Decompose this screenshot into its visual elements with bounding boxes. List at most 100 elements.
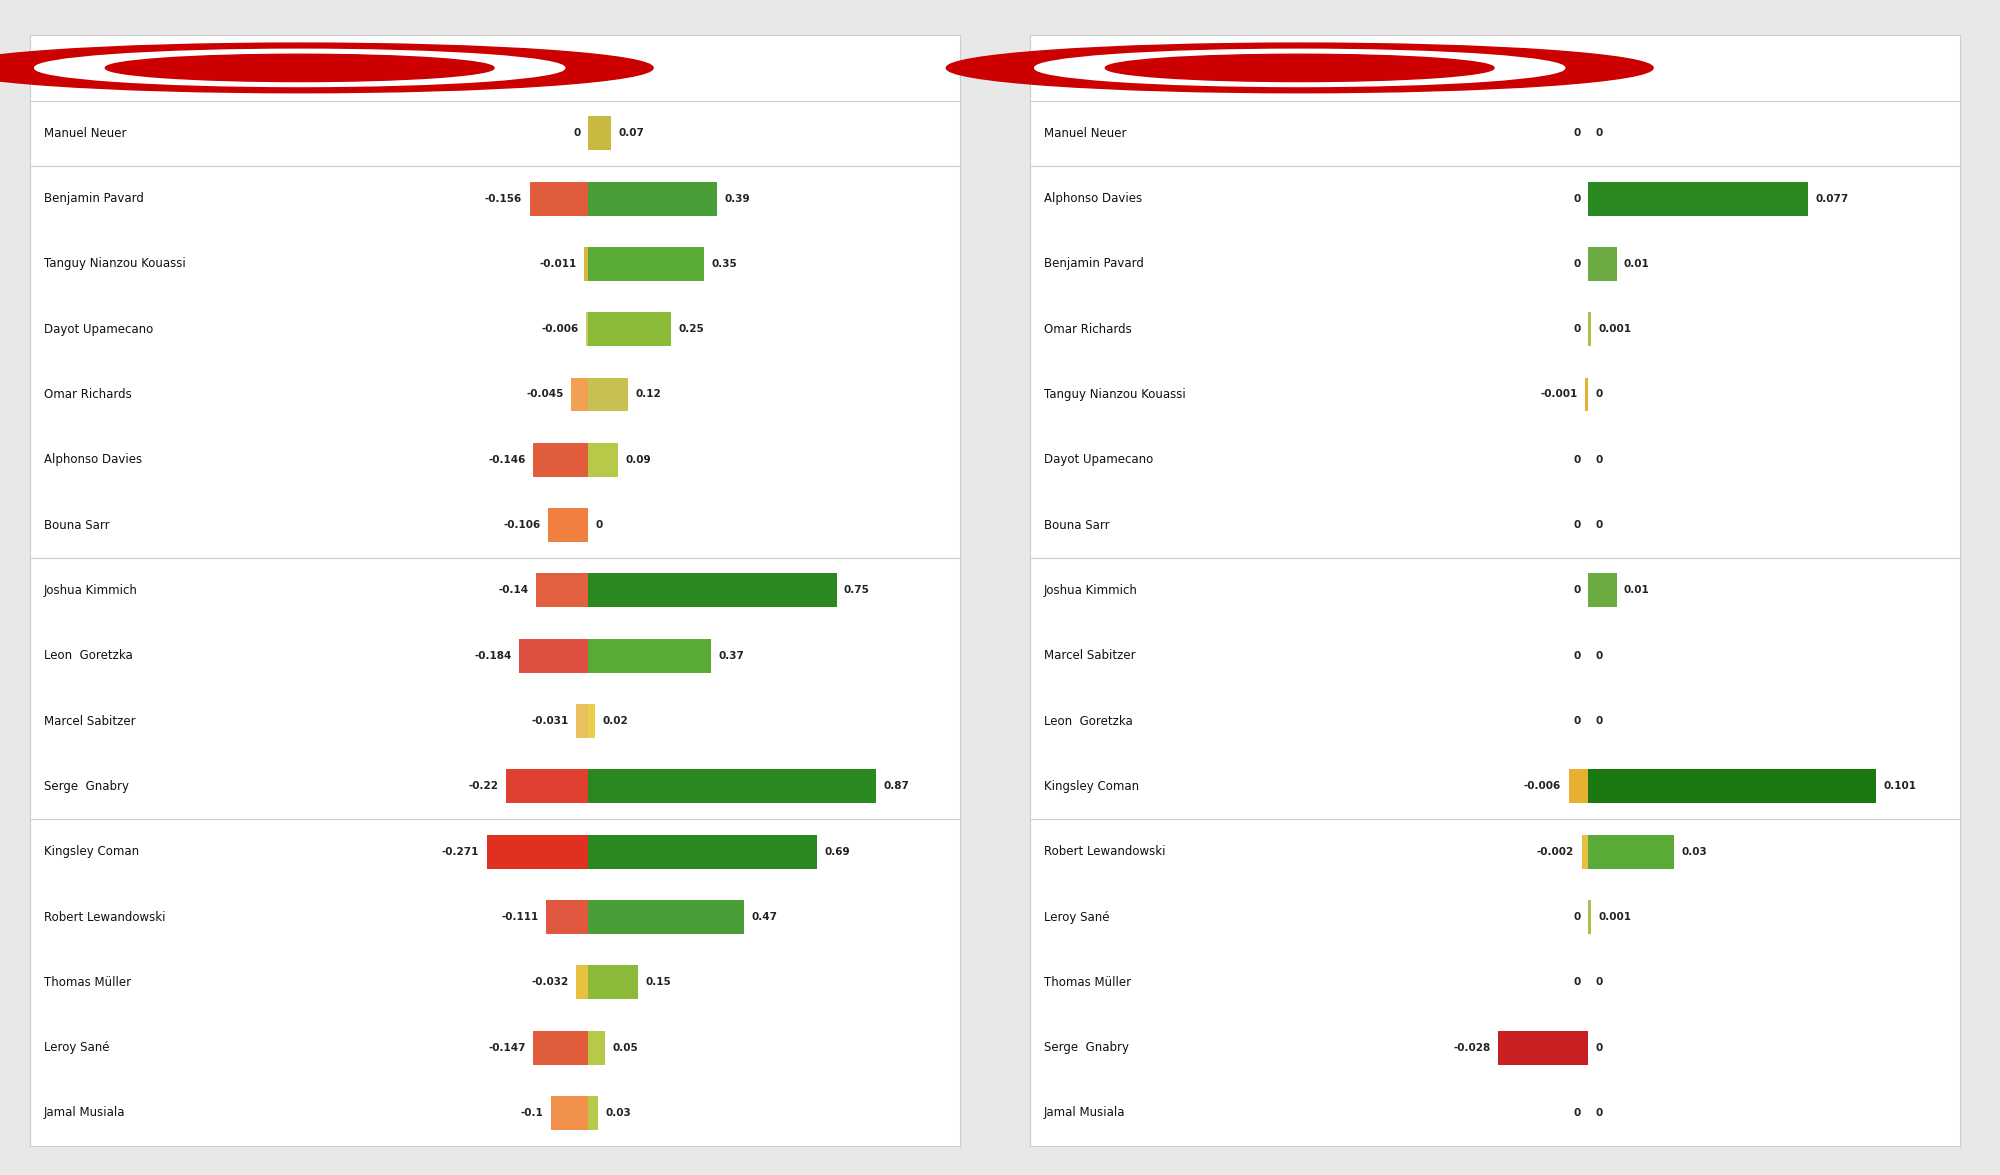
Text: 0: 0: [1574, 455, 1580, 465]
Bar: [1588, 182, 1808, 215]
Text: 0.03: 0.03: [606, 1108, 632, 1117]
Text: -0.032: -0.032: [532, 978, 568, 987]
Text: 0.01: 0.01: [1624, 585, 1650, 596]
Bar: [588, 1096, 598, 1130]
Text: Thomas Müller: Thomas Müller: [1044, 975, 1132, 989]
Text: 0.25: 0.25: [678, 324, 704, 334]
Text: Manuel Neuer: Manuel Neuer: [44, 127, 126, 140]
Text: 0.09: 0.09: [626, 455, 650, 465]
Bar: [572, 377, 588, 411]
Text: Omar Richards: Omar Richards: [44, 388, 132, 401]
Text: -0.146: -0.146: [488, 455, 526, 465]
Circle shape: [1034, 49, 1564, 87]
Bar: [588, 704, 594, 738]
Text: Tanguy Nianzou Kouassi: Tanguy Nianzou Kouassi: [1044, 388, 1186, 401]
Text: -0.045: -0.045: [526, 389, 564, 400]
Text: Dayot Upamecano: Dayot Upamecano: [44, 323, 154, 336]
Text: Omar Richards: Omar Richards: [1044, 323, 1132, 336]
Text: 0: 0: [1574, 128, 1580, 139]
Bar: [588, 770, 876, 804]
Bar: [588, 573, 836, 607]
Text: -0.111: -0.111: [502, 912, 540, 922]
Text: -0.1: -0.1: [520, 1108, 544, 1117]
Bar: [1588, 313, 1590, 347]
Circle shape: [946, 43, 1654, 93]
Text: Leon  Goretzka: Leon Goretzka: [44, 650, 132, 663]
Text: Joshua Kimmich: Joshua Kimmich: [44, 584, 138, 597]
Bar: [588, 247, 704, 281]
Text: -0.14: -0.14: [498, 585, 528, 596]
Bar: [588, 182, 718, 215]
Text: Dayot Upamecano: Dayot Upamecano: [1044, 454, 1154, 466]
Text: Leon  Goretzka: Leon Goretzka: [1044, 714, 1132, 727]
Bar: [550, 1096, 588, 1130]
Bar: [548, 508, 588, 542]
Text: 0.39: 0.39: [724, 194, 750, 203]
Text: 0: 0: [1574, 585, 1580, 596]
Bar: [588, 1030, 604, 1065]
Text: xT from Dribbles: xT from Dribbles: [1054, 58, 1262, 78]
Text: 0.87: 0.87: [884, 781, 910, 792]
Text: 0.15: 0.15: [646, 978, 670, 987]
Bar: [546, 900, 588, 934]
Text: 0: 0: [574, 128, 580, 139]
Text: -0.006: -0.006: [542, 324, 578, 334]
Text: 0: 0: [1574, 521, 1580, 530]
Text: 0.02: 0.02: [602, 716, 628, 726]
Text: Marcel Sabitzer: Marcel Sabitzer: [1044, 650, 1136, 663]
Text: 0: 0: [1574, 324, 1580, 334]
Circle shape: [1106, 54, 1494, 81]
Bar: [534, 443, 588, 477]
Text: Jamal Musiala: Jamal Musiala: [1044, 1107, 1126, 1120]
Bar: [1588, 247, 1616, 281]
Text: Jamal Musiala: Jamal Musiala: [44, 1107, 126, 1120]
Text: 0: 0: [1596, 455, 1602, 465]
Text: -0.028: -0.028: [1454, 1042, 1490, 1053]
Text: -0.147: -0.147: [488, 1042, 526, 1053]
Text: Bouna Sarr: Bouna Sarr: [44, 518, 110, 531]
Bar: [534, 1030, 588, 1065]
Text: -0.031: -0.031: [532, 716, 568, 726]
Text: Tanguy Nianzou Kouassi: Tanguy Nianzou Kouassi: [44, 257, 186, 270]
Text: Robert Lewandowski: Robert Lewandowski: [1044, 845, 1166, 858]
Bar: [588, 443, 618, 477]
Text: 0.001: 0.001: [1598, 324, 1632, 334]
Bar: [506, 770, 588, 804]
Text: -0.011: -0.011: [540, 258, 576, 269]
Text: 0.12: 0.12: [636, 389, 660, 400]
Text: 0: 0: [1596, 389, 1602, 400]
Text: Benjamin Pavard: Benjamin Pavard: [1044, 257, 1144, 270]
Bar: [1498, 1030, 1588, 1065]
Text: 0: 0: [1596, 521, 1602, 530]
Text: Serge  Gnabry: Serge Gnabry: [1044, 1041, 1128, 1054]
Bar: [586, 313, 588, 347]
Text: -0.106: -0.106: [504, 521, 540, 530]
Bar: [588, 116, 612, 150]
Text: 0.35: 0.35: [712, 258, 738, 269]
Circle shape: [106, 54, 494, 81]
Text: -0.184: -0.184: [474, 651, 512, 660]
Text: 0.001: 0.001: [1598, 912, 1632, 922]
Text: Joshua Kimmich: Joshua Kimmich: [1044, 584, 1138, 597]
Circle shape: [34, 49, 564, 87]
Text: xT from Passes: xT from Passes: [54, 58, 244, 78]
Text: 0: 0: [1596, 128, 1602, 139]
Bar: [1582, 834, 1588, 868]
Text: Benjamin Pavard: Benjamin Pavard: [44, 192, 144, 206]
Text: 0: 0: [1596, 1108, 1602, 1117]
Bar: [530, 182, 588, 215]
Text: -0.22: -0.22: [468, 781, 498, 792]
Text: 0: 0: [1596, 978, 1602, 987]
Text: Leroy Sané: Leroy Sané: [44, 1041, 110, 1054]
Text: Bouna Sarr: Bouna Sarr: [1044, 518, 1110, 531]
Bar: [1568, 770, 1588, 804]
Text: 0: 0: [1596, 651, 1602, 660]
Bar: [576, 704, 588, 738]
Text: -0.156: -0.156: [484, 194, 522, 203]
Text: 0.47: 0.47: [752, 912, 778, 922]
Bar: [1584, 377, 1588, 411]
Text: 0: 0: [1574, 651, 1580, 660]
Text: -0.006: -0.006: [1524, 781, 1562, 792]
Bar: [588, 639, 710, 673]
Text: 0: 0: [1574, 978, 1580, 987]
